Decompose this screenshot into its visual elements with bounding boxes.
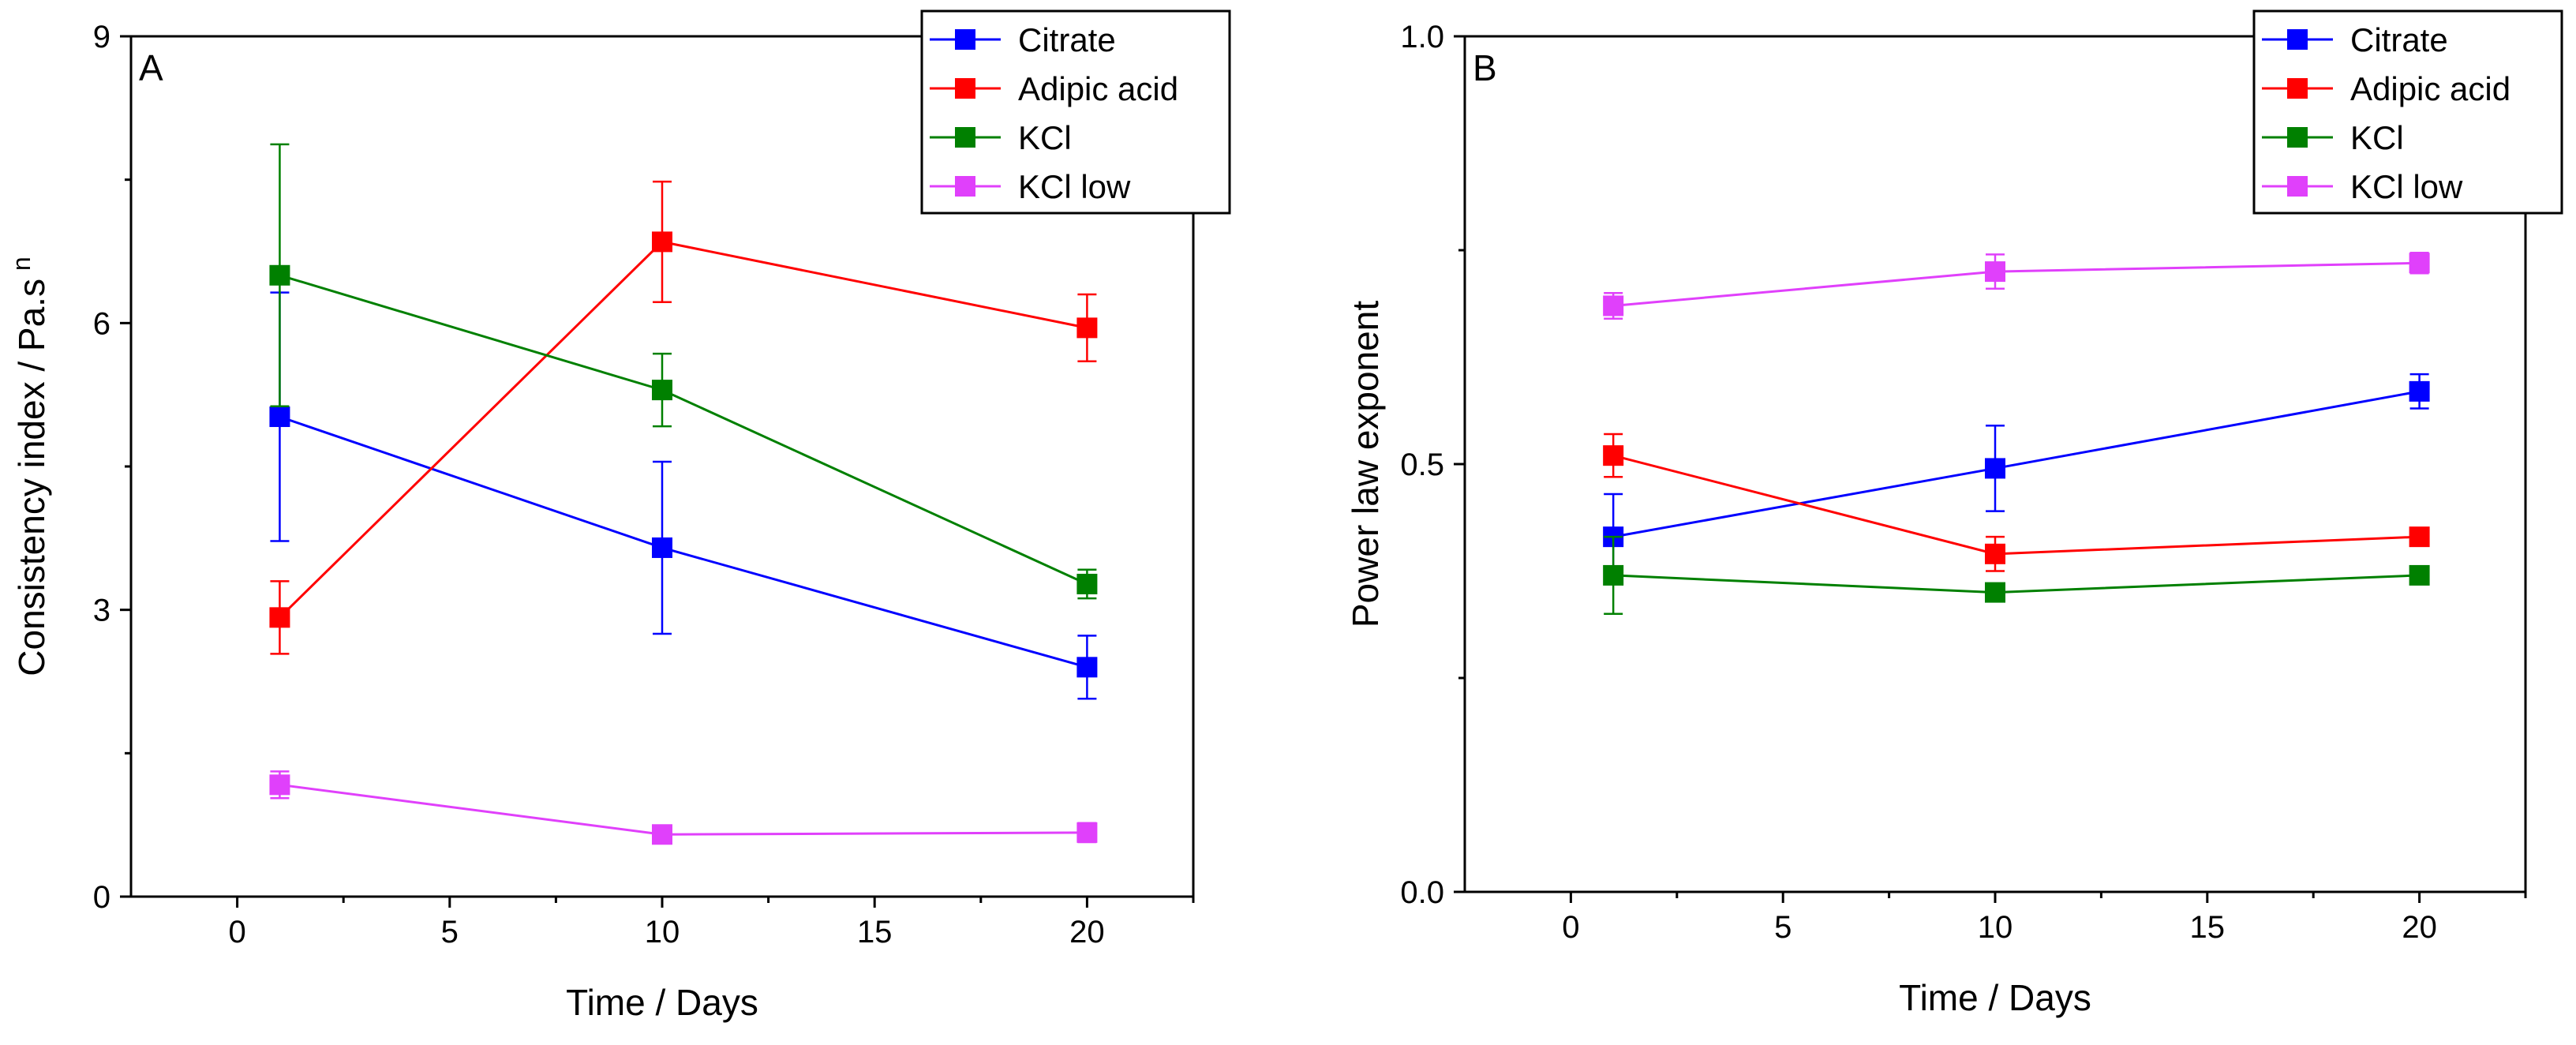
x-tick-label: 10 xyxy=(1978,910,2013,945)
data-point xyxy=(269,406,290,428)
series-kcl-low xyxy=(1603,252,2430,320)
data-point xyxy=(1076,573,1098,594)
data-point xyxy=(652,537,672,558)
data-point xyxy=(2409,253,2430,274)
series-kcl xyxy=(269,143,1098,600)
legend-marker xyxy=(955,29,975,50)
legend-label: Citrate xyxy=(2350,21,2448,58)
series-citrate xyxy=(1603,373,2430,581)
legend-marker xyxy=(955,78,975,99)
legend: Citrate Adipic acid KCl KCl low xyxy=(920,9,1231,215)
data-point xyxy=(269,774,290,796)
data-point xyxy=(1985,582,2005,603)
x-axis-title: Time / Days xyxy=(1899,977,2091,1018)
x-tick-label: 0 xyxy=(1562,910,1579,945)
y-axis-title-superscript: n xyxy=(7,257,36,271)
legend-item: Adipic acid xyxy=(930,70,1178,107)
legend-item: Citrate xyxy=(2262,21,2448,58)
series-kcl xyxy=(1603,535,2430,615)
series-line xyxy=(279,274,1088,586)
legend: Citrate Adipic acid KCl KCl low xyxy=(2252,9,2563,215)
data-point xyxy=(652,824,672,845)
data-point xyxy=(2409,526,2430,548)
legend-marker xyxy=(955,127,975,148)
y-tick-label: 9 xyxy=(93,20,110,54)
legend-label: KCl xyxy=(1018,119,1072,156)
legend-label: Adipic acid xyxy=(1018,70,1178,107)
y-tick-label: 3 xyxy=(93,594,110,628)
legend-item: Adipic acid xyxy=(2262,70,2510,107)
x-tick-label: 5 xyxy=(441,915,459,949)
series-adipic-acid xyxy=(1603,433,2430,572)
x-tick-label: 15 xyxy=(2190,910,2226,945)
legend-marker xyxy=(2287,29,2308,50)
panel-label: B xyxy=(1473,47,1497,88)
x-tick-label: 10 xyxy=(645,915,680,949)
data-point xyxy=(1985,458,2005,479)
chart-panel-a: 0 5 10 15 20 0 3 6 9 Time / Days Consistency index… xyxy=(7,9,1231,1023)
panel-label: A xyxy=(139,47,163,88)
legend-marker xyxy=(2287,127,2308,148)
legend-label: KCl low xyxy=(1018,168,1131,205)
series-kcl-low xyxy=(269,770,1098,845)
legend-item: Citrate xyxy=(930,21,1116,58)
legend-item: KCl xyxy=(2262,119,2404,156)
data-point xyxy=(1985,543,2005,564)
data-point xyxy=(1076,822,1098,843)
legend-marker xyxy=(955,176,975,197)
data-point xyxy=(269,607,290,628)
series-line xyxy=(279,240,1088,619)
data-point xyxy=(1603,564,1624,586)
data-point xyxy=(652,231,672,253)
x-tick-label: 0 xyxy=(228,915,245,949)
y-tick-label: 0 xyxy=(93,880,110,915)
data-point xyxy=(2409,380,2430,402)
series-citrate xyxy=(269,291,1098,700)
y-tick-label: 1.0 xyxy=(1400,20,1444,54)
series-line xyxy=(279,415,1088,669)
x-tick-label: 20 xyxy=(2402,910,2437,945)
y-axis-title-text: Power law exponent xyxy=(1345,301,1386,627)
y-tick-label: 0.0 xyxy=(1400,875,1444,910)
series-adipic-acid xyxy=(269,180,1098,655)
x-tick-label: 20 xyxy=(1069,915,1105,949)
y-axis-title: Consistency index / Pa.s n xyxy=(7,257,52,676)
data-point xyxy=(1076,317,1098,339)
data-point xyxy=(2409,564,2430,586)
data-point xyxy=(1076,657,1098,678)
data-point xyxy=(1985,261,2005,283)
y-tick-label: 0.5 xyxy=(1400,448,1444,482)
y-tick-label: 6 xyxy=(93,306,110,341)
x-tick-label: 5 xyxy=(1774,910,1792,945)
x-axis-title: Time / Days xyxy=(566,982,758,1023)
legend-item: KCl low xyxy=(2262,168,2463,205)
legend-label: Citrate xyxy=(1018,21,1116,58)
chart-panel-b: 0 5 10 15 20 0.0 0.5 1.0 Time / Days Power law ex… xyxy=(1345,9,2563,1018)
legend-item: KCl xyxy=(930,119,1072,156)
y-axis-title-text: Consistency index / Pa.s xyxy=(11,279,52,676)
x-tick-label: 15 xyxy=(857,915,893,949)
legend-marker xyxy=(2287,176,2308,197)
legend-marker xyxy=(2287,78,2308,99)
series-line xyxy=(1613,574,2420,594)
data-point xyxy=(269,264,290,286)
series-line xyxy=(1612,390,2420,538)
legend-item: KCl low xyxy=(930,168,1131,205)
series-line xyxy=(1612,454,2420,556)
data-point xyxy=(1603,295,1624,316)
series-line xyxy=(279,783,1088,836)
legend-label: KCl low xyxy=(2350,168,2463,205)
legend-label: Adipic acid xyxy=(2350,70,2510,107)
series-line xyxy=(1613,261,2420,307)
legend-label: KCl xyxy=(2350,119,2404,156)
data-point xyxy=(652,380,672,401)
data-point xyxy=(1603,445,1624,466)
y-axis-title: Power law exponent xyxy=(1345,301,1386,627)
